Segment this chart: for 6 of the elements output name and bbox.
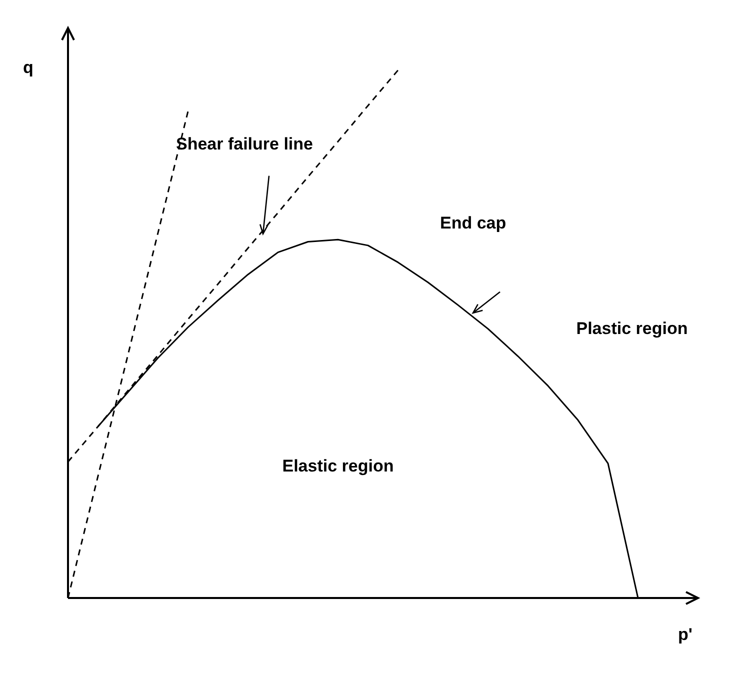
annotation: Shear failure line	[176, 134, 313, 154]
annotation: End cap	[440, 214, 506, 233]
annotation: Elastic region	[282, 456, 394, 476]
annotation: Plastic region	[576, 319, 688, 338]
x-axis-title: p'	[678, 625, 692, 644]
y-axis-title: q	[23, 58, 34, 77]
